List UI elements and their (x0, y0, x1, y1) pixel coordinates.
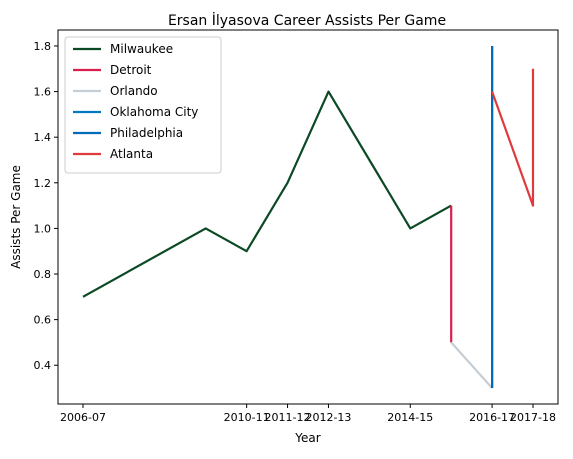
series-line-2 (450, 341, 493, 389)
legend-box (64, 36, 222, 174)
y-axis: 0.4 0.6 0.8 1.0 1.2 1.4 1.6 1.8 (34, 40, 58, 372)
y-tick-label: 0.8 (34, 268, 52, 281)
legend-label: Atlanta (110, 147, 153, 161)
x-tick-label: 2010-11 (224, 411, 270, 424)
y-tick-label: 0.6 (34, 314, 52, 327)
x-axis-label: Year (294, 431, 320, 445)
y-tick-label: 1.8 (34, 40, 52, 53)
y-tick-label: 1.4 (34, 131, 52, 144)
legend-label: Oklahoma City (110, 105, 198, 119)
x-tick-label: 2017-18 (510, 411, 556, 424)
x-tick-label: 2012-13 (305, 411, 351, 424)
y-tick-label: 1.2 (34, 177, 52, 190)
legend-label: Detroit (110, 63, 152, 77)
series-line-5 (491, 68, 535, 207)
legend: Milwaukee Detroit Orlando Oklahoma City Phil… (64, 36, 222, 174)
y-tick-label: 1.6 (34, 86, 52, 99)
y-tick-label: 1.0 (34, 222, 52, 235)
plot-series (82, 46, 535, 389)
x-tick-label: 2016-17 (469, 411, 515, 424)
series-line-0 (82, 90, 452, 298)
x-tick-label: 2014-15 (387, 411, 433, 424)
chart-title: Ersan İlyasova Career Assists Per Game (168, 11, 446, 29)
x-tick-label: 2006-07 (60, 411, 106, 424)
x-tick-label: 2011-12 (265, 411, 311, 424)
legend-label: Philadelphia (110, 126, 183, 140)
y-axis-label: Assists Per Game (9, 165, 23, 269)
plot-frame (57, 29, 559, 405)
y-tick-label: 0.4 (34, 359, 52, 372)
legend-label: Orlando (110, 84, 158, 98)
legend-label: Milwaukee (110, 42, 173, 56)
